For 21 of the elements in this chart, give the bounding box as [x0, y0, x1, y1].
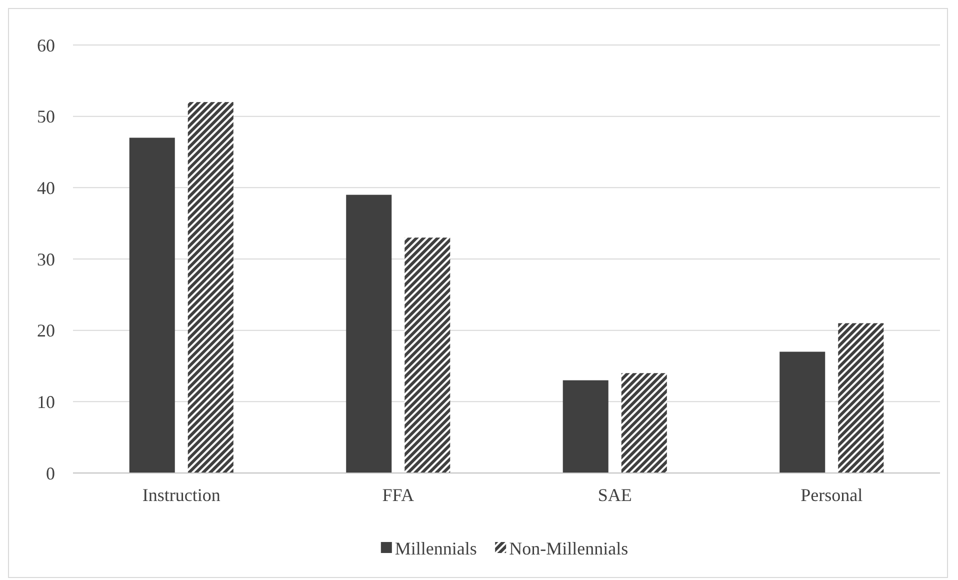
- bar: [346, 194, 392, 473]
- bar: [780, 352, 826, 473]
- y-tick-label: 50: [37, 106, 55, 127]
- legend-label: Millennials: [394, 538, 477, 558]
- bar: [188, 102, 234, 473]
- bar: [621, 373, 667, 473]
- legend-label: Non-Millennials: [509, 538, 628, 558]
- x-tick-label: FFA: [382, 485, 414, 505]
- x-tick-label: SAE: [598, 485, 632, 505]
- y-tick-label: 10: [37, 392, 55, 412]
- bar: [129, 138, 175, 473]
- y-tick-label: 40: [37, 178, 55, 198]
- y-tick-label: 20: [37, 320, 55, 341]
- y-tick-label: 0: [46, 463, 55, 484]
- y-tick-label: 60: [37, 35, 55, 56]
- bar: [838, 323, 884, 473]
- bar: [404, 238, 450, 473]
- x-tick-label: Personal: [800, 485, 863, 505]
- y-tick-label: 30: [37, 249, 55, 270]
- x-tick-label: Instruction: [142, 485, 220, 505]
- bar: [562, 380, 608, 473]
